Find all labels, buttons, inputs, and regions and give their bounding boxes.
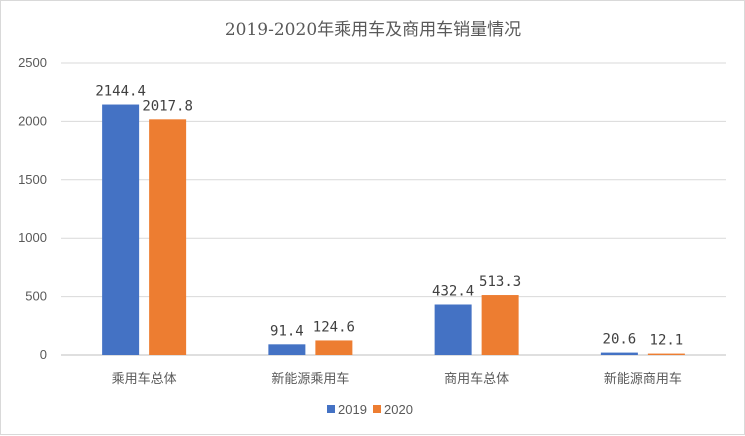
x-axis-categories: 乘用车总体 新能源乘用车 商用车总体 新能源商用车 — [112, 371, 682, 387]
bars — [102, 104, 685, 356]
x-category-label: 商用车总体 — [444, 371, 509, 387]
y-tick-label: 500 — [25, 289, 47, 304]
data-label: 2144.4 — [95, 84, 146, 100]
legend-label: 2019 — [338, 402, 367, 417]
bar-2020 — [149, 119, 187, 356]
y-tick-label: 1000 — [18, 230, 47, 245]
legend: 2019 2020 — [327, 402, 413, 417]
legend-swatch-2020 — [373, 405, 381, 413]
data-label: 513.3 — [479, 274, 521, 290]
bar-2019 — [102, 104, 140, 355]
data-label: 91.4 — [270, 323, 304, 339]
chart-title: 2019-2020年乘用车及商用车销量情况 — [225, 20, 521, 40]
y-tick-label: 2000 — [18, 113, 47, 128]
bar-2019 — [600, 352, 638, 355]
data-label: 2017.8 — [142, 98, 193, 114]
y-tick-label: 0 — [40, 347, 47, 362]
y-tick-label: 2500 — [18, 55, 47, 70]
x-category-label: 乘用车总体 — [112, 371, 177, 387]
data-label: 124.6 — [313, 319, 355, 335]
y-axis-ticks: 0 500 1000 1500 2000 2500 — [18, 55, 47, 362]
data-label: 12.1 — [650, 333, 684, 349]
bar-2020 — [481, 295, 519, 355]
data-label: 432.4 — [432, 283, 474, 299]
bar-2020 — [647, 353, 685, 355]
legend-swatch-2019 — [327, 405, 335, 413]
data-label: 20.6 — [603, 332, 637, 348]
legend-label: 2020 — [384, 402, 413, 417]
x-category-label: 新能源乘用车 — [271, 371, 349, 387]
bar-2020 — [315, 340, 353, 355]
y-tick-label: 1500 — [18, 172, 47, 187]
x-category-label: 新能源商用车 — [604, 371, 682, 387]
bar-2019 — [268, 344, 306, 355]
bar-2019 — [434, 304, 472, 355]
